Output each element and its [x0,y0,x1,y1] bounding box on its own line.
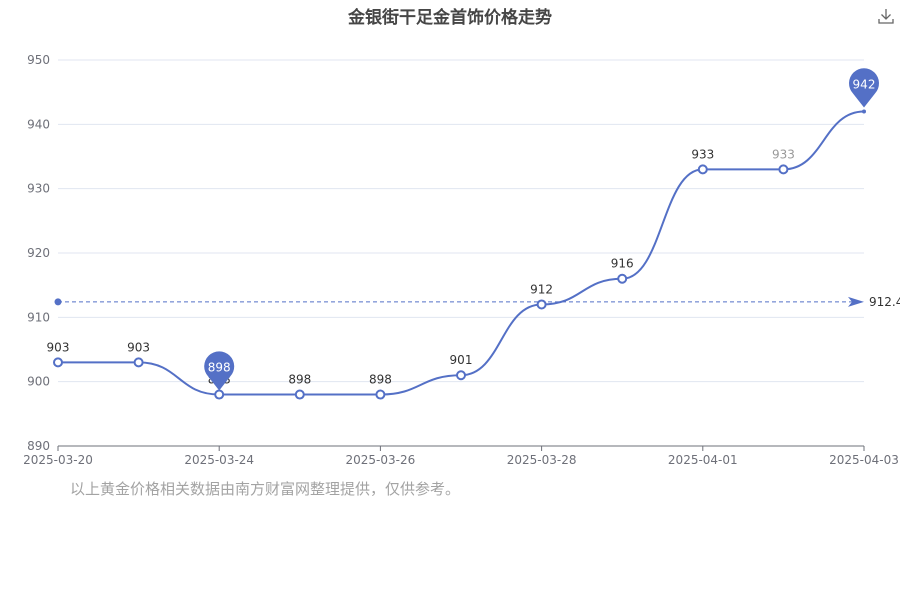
footnote: 以上黄金价格相关数据由南方财富网整理提供，仅供参考。 [70,480,461,498]
value-label: 933 [691,147,714,161]
y-tick-label: 890 [27,439,50,453]
value-label: 903 [47,340,70,354]
average-line-arrow [848,296,864,307]
value-label: 916 [611,257,634,271]
value-label: 898 [369,373,392,387]
value-label: 898 [288,373,311,387]
y-tick-label: 920 [27,246,50,260]
data-point [617,273,628,284]
x-tick-label: 2025-03-26 [346,453,416,467]
x-tick-label: 2025-04-01 [668,453,738,467]
data-point [214,389,225,400]
value-label: 933 [772,147,795,161]
average-line-label: 912.4 [869,295,900,309]
data-point [536,299,547,310]
data-point [778,164,789,175]
data-point [375,389,386,400]
x-tick-label: 2025-03-28 [507,453,577,467]
x-tick-label: 2025-03-24 [184,453,254,467]
value-label: 903 [127,340,150,354]
y-tick-label: 930 [27,182,50,196]
x-tick-label: 2025-03-20 [23,453,93,467]
y-tick-label: 940 [27,117,50,131]
data-point [294,389,305,400]
data-point [456,370,466,381]
min-marker-pin [204,351,235,391]
data-point [133,357,144,368]
download-icon[interactable] [876,6,896,26]
data-point [697,164,708,175]
series-line [57,110,865,396]
line-chart: 890 900 910 920 930 940 950 2025-03-20 2025-03-2… [23,53,900,467]
y-tick-label: 900 [27,375,50,389]
data-point [862,109,866,114]
max-marker-pin-label: 942 [853,77,876,91]
chart-title: 金银街干足金首饰价格走势 [348,8,552,28]
x-tick-label: 2025-04-03 [829,453,899,467]
max-marker-pin [849,68,879,108]
y-tick-label: 910 [27,310,50,324]
value-label: 912 [530,282,553,296]
y-tick-label: 950 [27,53,50,67]
data-point [53,357,63,368]
min-marker-pin-label: 898 [208,361,231,375]
value-label: 901 [450,353,473,367]
